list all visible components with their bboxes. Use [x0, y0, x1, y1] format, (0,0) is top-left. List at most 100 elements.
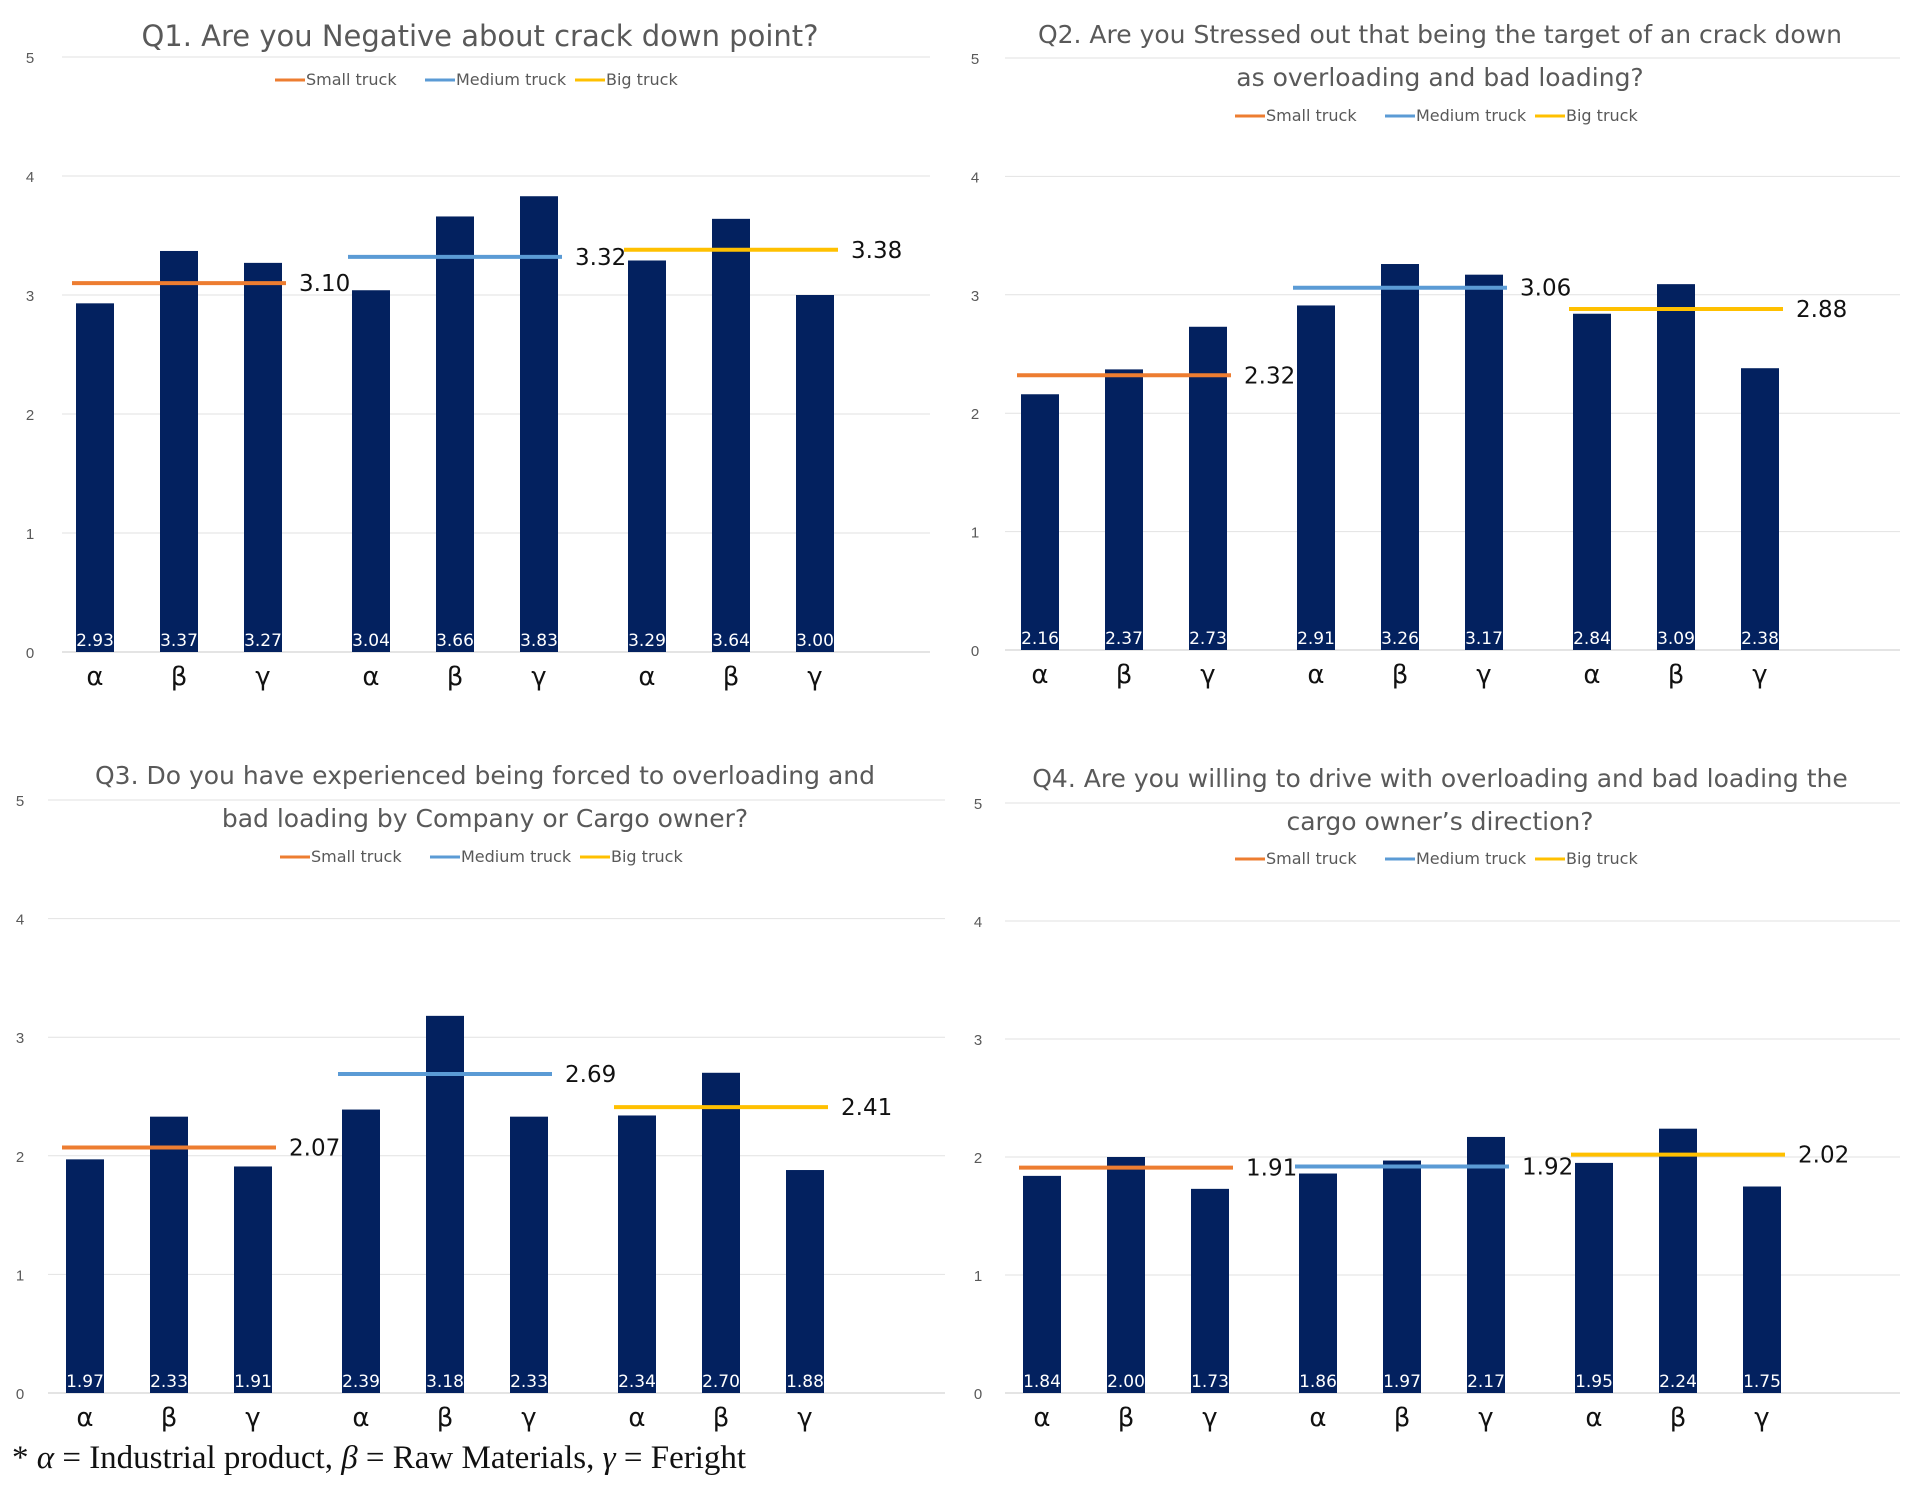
- chart-title: Q1. Are you Negative about crack down po…: [141, 19, 818, 53]
- bar: [1573, 313, 1611, 650]
- x-category-label: γ: [1478, 1403, 1493, 1433]
- bar-value-label: 1.75: [1743, 1372, 1781, 1392]
- footnote-beta-symbol: β: [341, 1440, 358, 1476]
- x-category-label: α: [362, 662, 379, 692]
- bar-value-label: 2.91: [1297, 629, 1335, 649]
- bar-value-label: 3.18: [426, 1372, 464, 1392]
- bar: [1023, 1175, 1061, 1393]
- x-category-label: γ: [1202, 1403, 1217, 1433]
- legend-label: Medium truck: [461, 847, 572, 866]
- legend-label: Big truck: [1566, 849, 1638, 868]
- legend-label: Medium truck: [1416, 106, 1527, 125]
- x-category-label: α: [1583, 660, 1600, 690]
- x-category-label: α: [1585, 1403, 1602, 1433]
- bar-value-label: 2.39: [342, 1372, 380, 1392]
- x-category-label: α: [1031, 660, 1048, 690]
- chart-title: bad loading by Company or Cargo owner?: [222, 804, 748, 833]
- bar-value-label: 3.83: [520, 631, 558, 651]
- bar-value-label: 2.70: [702, 1372, 740, 1392]
- bar: [1383, 1160, 1421, 1393]
- bar: [426, 1015, 464, 1393]
- bar: [1381, 264, 1419, 650]
- x-category-label: γ: [521, 1403, 536, 1433]
- y-tick-label: 3: [26, 288, 34, 305]
- bar: [342, 1109, 380, 1393]
- bar-value-label: 2.24: [1659, 1372, 1697, 1392]
- y-tick-label: 2: [26, 407, 34, 424]
- legend-label: Small truck: [1266, 106, 1357, 125]
- y-tick-label: 3: [971, 288, 979, 305]
- bar: [786, 1170, 824, 1393]
- bar: [244, 262, 282, 652]
- bar-value-label: 2.00: [1107, 1372, 1145, 1392]
- y-tick-label: 5: [16, 793, 24, 810]
- bar: [1465, 274, 1503, 650]
- y-tick-label: 3: [16, 1030, 24, 1047]
- x-category-label: β: [1118, 1403, 1135, 1433]
- x-category-label: γ: [245, 1403, 260, 1433]
- bar: [1189, 326, 1227, 650]
- bar-value-label: 1.73: [1191, 1372, 1229, 1392]
- x-category-label: α: [628, 1403, 645, 1433]
- bar-value-label: 3.26: [1381, 629, 1419, 649]
- bar: [796, 295, 834, 652]
- y-tick-label: 4: [16, 912, 24, 929]
- bar: [1191, 1188, 1229, 1393]
- chart-title: as overloading and bad loading?: [1236, 63, 1643, 92]
- legend-label: Medium truck: [456, 70, 567, 89]
- x-category-label: γ: [797, 1403, 812, 1433]
- bar-value-label: 3.17: [1465, 629, 1503, 649]
- average-label: 2.41: [841, 1095, 892, 1121]
- x-category-label: β: [713, 1403, 730, 1433]
- bar-value-label: 3.27: [244, 631, 282, 651]
- y-tick-label: 5: [974, 796, 982, 813]
- chart-title: Q3. Do you have experienced being forced…: [95, 761, 875, 790]
- x-category-label: β: [1392, 660, 1409, 690]
- average-label: 3.10: [299, 271, 350, 297]
- bar: [1659, 1128, 1697, 1393]
- bar: [1299, 1173, 1337, 1393]
- y-tick-label: 5: [26, 50, 34, 67]
- y-tick-label: 5: [971, 51, 979, 68]
- bar: [1657, 284, 1695, 650]
- bar-value-label: 2.17: [1467, 1372, 1505, 1392]
- bar: [352, 290, 390, 652]
- y-tick-label: 4: [26, 169, 34, 186]
- legend-label: Big truck: [606, 70, 678, 89]
- legend-label: Small truck: [1266, 849, 1357, 868]
- legend-label: Big truck: [611, 847, 683, 866]
- bar-value-label: 1.88: [786, 1372, 824, 1392]
- bar: [1297, 305, 1335, 650]
- average-label: 2.32: [1244, 363, 1295, 389]
- average-label: 3.06: [1520, 276, 1571, 302]
- average-label: 3.38: [851, 238, 902, 264]
- bar-value-label: 3.37: [160, 631, 198, 651]
- bar-value-label: 1.95: [1575, 1372, 1613, 1392]
- bar: [1575, 1162, 1613, 1393]
- footnote-gamma-text: = Feright: [623, 1440, 747, 1476]
- bar: [628, 260, 666, 652]
- x-category-label: α: [1309, 1403, 1326, 1433]
- x-category-label: β: [1116, 660, 1133, 690]
- bar: [1467, 1136, 1505, 1393]
- x-category-label: α: [86, 662, 103, 692]
- bar: [520, 196, 558, 653]
- bar-value-label: 1.97: [1383, 1372, 1421, 1392]
- bar-value-label: 1.84: [1023, 1372, 1061, 1392]
- bar: [618, 1115, 656, 1393]
- x-category-label: α: [1033, 1403, 1050, 1433]
- footnote-alpha-symbol: α: [36, 1440, 55, 1476]
- legend-label: Small truck: [306, 70, 397, 89]
- y-tick-label: 2: [974, 1150, 982, 1167]
- chart-panel-2: 0 1 2 3 4 5 Q2. Are you Stressed out that bein…: [971, 20, 1900, 690]
- x-category-label: β: [1668, 660, 1685, 690]
- bar-value-label: 3.09: [1657, 629, 1695, 649]
- average-label: 2.69: [565, 1062, 616, 1088]
- bar: [76, 303, 114, 652]
- x-category-label: β: [171, 662, 188, 692]
- footnote-gamma-symbol: γ: [602, 1440, 616, 1476]
- bar-value-label: 2.33: [510, 1372, 548, 1392]
- bar-value-label: 3.00: [796, 631, 834, 651]
- bar: [1107, 1157, 1145, 1393]
